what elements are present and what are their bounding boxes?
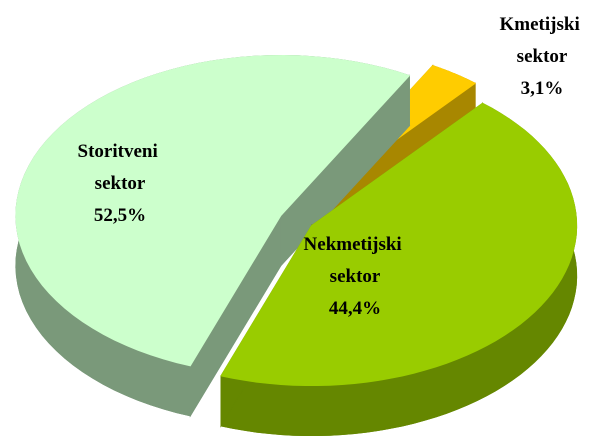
slice — [15, 54, 411, 367]
label-line: sektor — [330, 266, 381, 287]
slice-label: Nekmetijski sektor — [304, 234, 407, 287]
label-line: sektor — [95, 173, 146, 194]
slice-label: Storitveni sektor — [78, 141, 163, 194]
value-label: 52,5% — [94, 205, 146, 226]
label-line: sektor — [517, 46, 568, 67]
value-label: 44,4% — [329, 298, 381, 319]
slice — [15, 54, 411, 418]
value-label: 3,1% — [521, 78, 564, 99]
slice-label: Kmetijski sektor — [500, 14, 585, 67]
label-line: Storitveni — [78, 141, 163, 162]
slice — [220, 102, 578, 386]
slice — [220, 102, 578, 436]
label-line: Nekmetijski — [304, 234, 407, 255]
label-line: Kmetijski — [500, 14, 585, 35]
